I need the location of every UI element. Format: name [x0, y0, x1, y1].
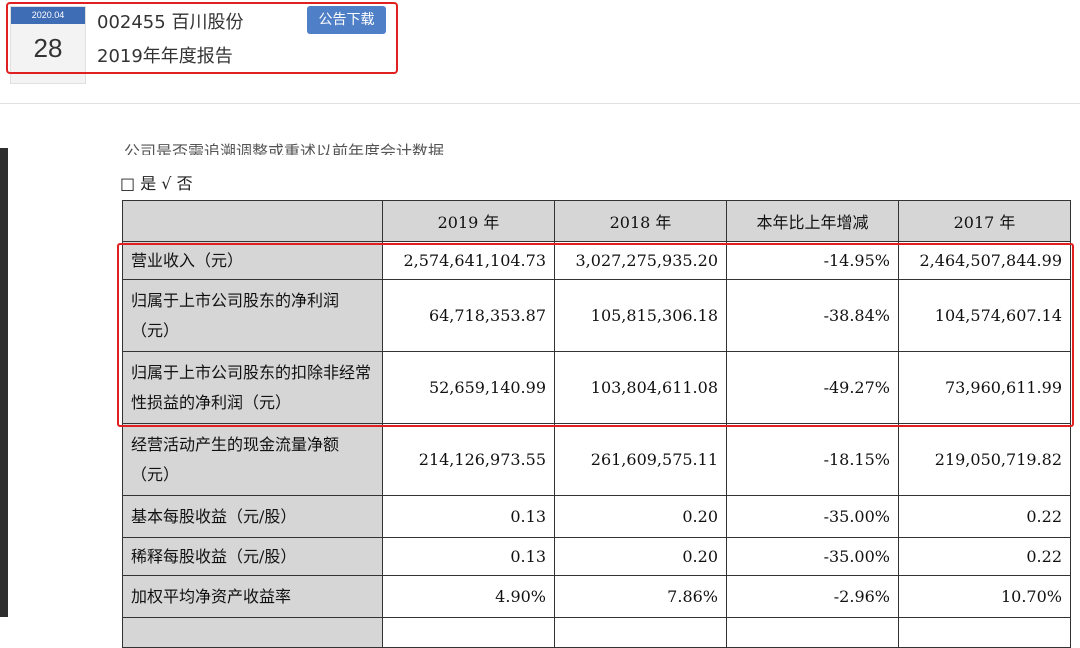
row-label: 加权平均净资产收益率: [122, 575, 383, 618]
table-row: 归属于上市公司股东的净利润（元） 64,718,353.87 105,815,3…: [122, 279, 1071, 352]
date-month: 2020.04: [11, 7, 85, 24]
row-label: 营业收入（元）: [122, 241, 383, 280]
header-cell: 2017 年: [898, 200, 1071, 242]
value-2017: 10.70%: [898, 575, 1071, 618]
value-2019: 52,659,140.99: [382, 351, 555, 424]
value-2019: 2,574,641,104.73: [382, 241, 555, 280]
row-label: 归属于上市公司股东的净利润（元）: [122, 279, 383, 352]
report-title[interactable]: 2019年年度报告: [97, 46, 233, 67]
value-2017: 104,574,607.14: [898, 279, 1071, 352]
value-2019: 4.90%: [382, 575, 555, 618]
date-card: 2020.04 28: [10, 6, 86, 84]
stock-title[interactable]: 002455 百川股份: [97, 8, 243, 34]
empty-cell: [898, 617, 1071, 648]
restate-options: □ 是 √ 否: [120, 174, 193, 193]
value-2019: 0.13: [382, 495, 555, 538]
value-change: -18.15%: [726, 423, 899, 496]
value-2017: 2,464,507,844.99: [898, 241, 1071, 280]
scroll-edge-bar: [0, 148, 8, 617]
value-2018: 0.20: [554, 495, 727, 538]
value-2017: 219,050,719.82: [898, 423, 1071, 496]
stock-code: 002455: [97, 12, 166, 33]
value-2017: 0.22: [898, 537, 1071, 576]
value-2018: 105,815,306.18: [554, 279, 727, 352]
header-cell: 2019 年: [382, 200, 555, 242]
value-change: -14.95%: [726, 241, 899, 280]
empty-cell: [382, 617, 555, 648]
value-change: -38.84%: [726, 279, 899, 352]
value-2017: 73,960,611.99: [898, 351, 1071, 424]
table-row: 营业收入（元） 2,574,641,104.73 3,027,275,935.2…: [122, 241, 1071, 280]
value-2018: 3,027,275,935.20: [554, 241, 727, 280]
value-2019: 64,718,353.87: [382, 279, 555, 352]
header-cell: 2018 年: [554, 200, 727, 242]
table-row: 稀释每股收益（元/股） 0.13 0.20 -35.00% 0.22: [122, 537, 1071, 576]
row-label: 归属于上市公司股东的扣除非经常性损益的净利润（元）: [122, 351, 383, 424]
row-label: 经营活动产生的现金流量净额（元）: [122, 423, 383, 496]
empty-cell: [554, 617, 727, 648]
row-label-empty: [122, 617, 383, 648]
header-cell: 本年比上年增减: [726, 200, 899, 242]
value-2018: 103,804,611.08: [554, 351, 727, 424]
value-2018: 261,609,575.11: [554, 423, 727, 496]
announcement-header: 2020.04 28 002455 百川股份 2019年年度报告 公告下载: [0, 0, 1080, 104]
empty-cell: [726, 617, 899, 648]
value-change: -35.00%: [726, 537, 899, 576]
cut-off-text: 公司是否需追溯调整或重述以前年度会计数据: [124, 142, 445, 155]
table-row: 加权平均净资产收益率 4.90% 7.86% -2.96% 10.70%: [122, 575, 1071, 618]
date-day: 28: [33, 33, 63, 63]
value-2019: 0.13: [382, 537, 555, 576]
value-change: -49.27%: [726, 351, 899, 424]
value-2019: 214,126,973.55: [382, 423, 555, 496]
value-2018: 0.20: [554, 537, 727, 576]
value-change: -35.00%: [726, 495, 899, 538]
table-row-partial: [122, 617, 1071, 648]
table-row: 归属于上市公司股东的扣除非经常性损益的净利润（元） 52,659,140.99 …: [122, 351, 1071, 424]
financial-data-table: 2019 年 2018 年 本年比上年增减 2017 年 营业收入（元） 2,5…: [122, 200, 1071, 648]
row-label: 基本每股收益（元/股）: [122, 495, 383, 538]
company-name: 百川股份: [171, 12, 244, 33]
value-change: -2.96%: [726, 575, 899, 618]
value-2017: 0.22: [898, 495, 1071, 538]
value-2018: 7.86%: [554, 575, 727, 618]
table-row: 经营活动产生的现金流量净额（元） 214,126,973.55 261,609,…: [122, 423, 1071, 496]
header-cell: [122, 200, 383, 242]
row-label: 稀释每股收益（元/股）: [122, 537, 383, 576]
header-divider: [0, 103, 1080, 104]
table-header-row: 2019 年 2018 年 本年比上年增减 2017 年: [122, 200, 1071, 242]
table-row: 基本每股收益（元/股） 0.13 0.20 -35.00% 0.22: [122, 495, 1071, 538]
download-button[interactable]: 公告下载: [307, 6, 386, 34]
